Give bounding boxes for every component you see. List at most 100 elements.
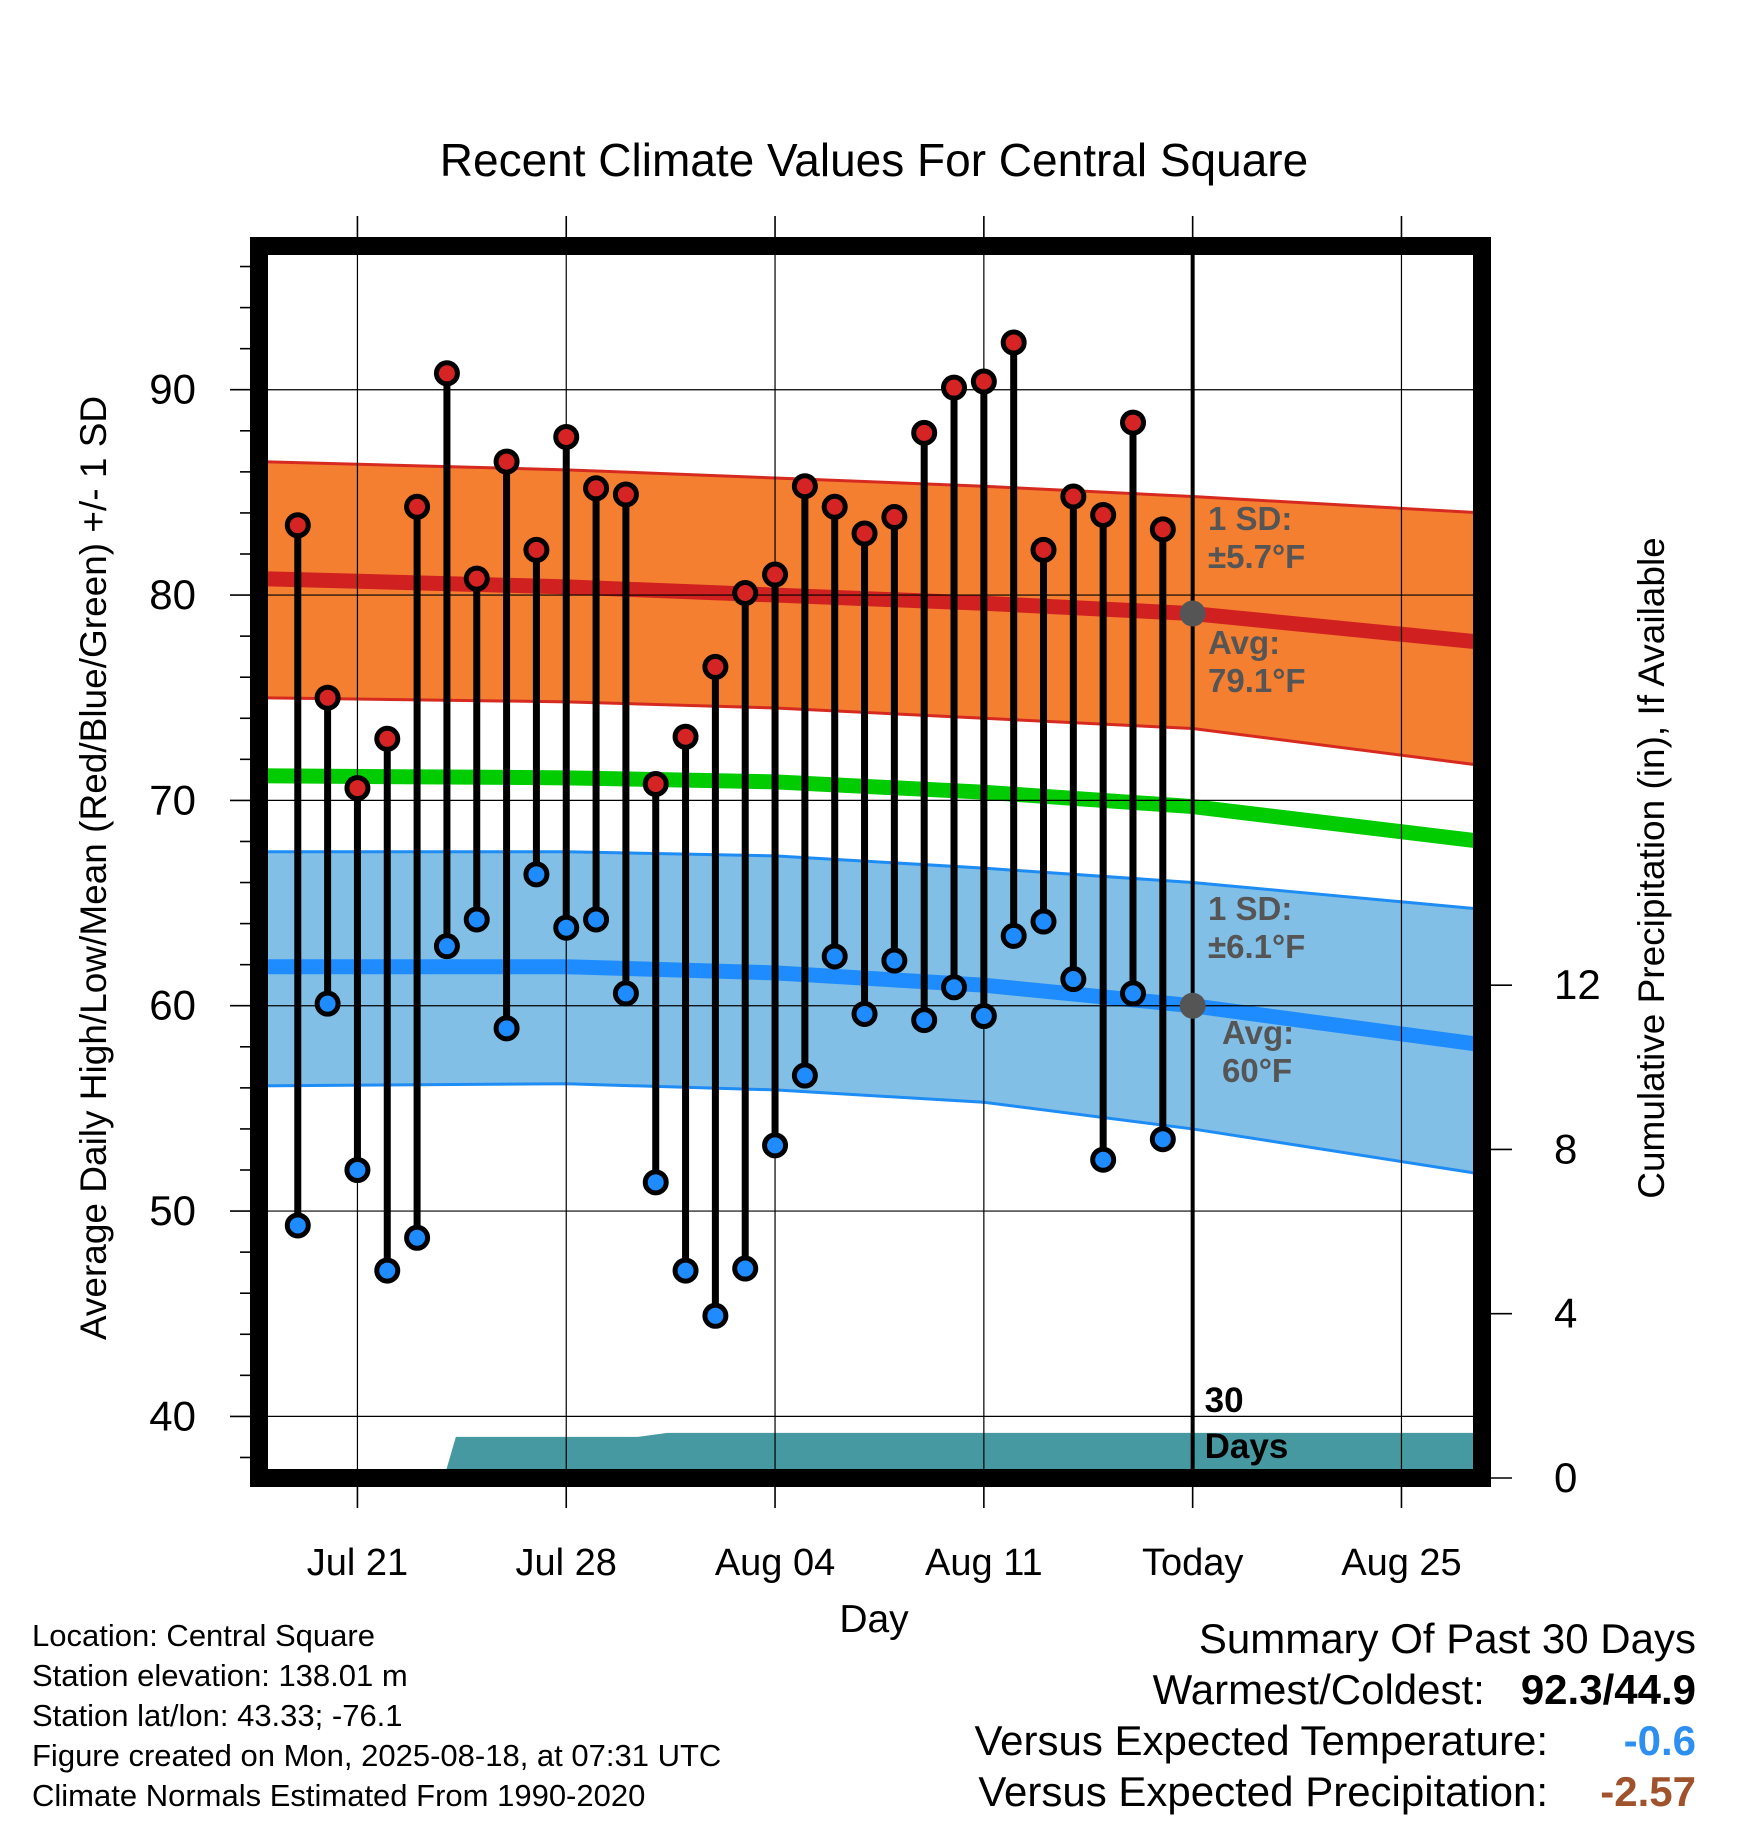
warmest-row: Warmest/Coldest: 92.3/44.9 (974, 1664, 1696, 1715)
x-tick-label: Jul 28 (516, 1542, 617, 1584)
daily-low-point (284, 1212, 311, 1239)
daily-low-point (1060, 966, 1087, 993)
daily-low-point (374, 1257, 401, 1284)
high-sd-annotation-line: 1 SD: (1208, 500, 1292, 537)
high-sd-band (259, 461, 1482, 766)
daily-high-point (821, 493, 848, 520)
daily-low-point (732, 1255, 759, 1282)
today-days-label: 30 (1205, 1381, 1244, 1420)
daily-low-point (702, 1302, 729, 1329)
high-avg-annotation-line: Avg: (1208, 624, 1280, 661)
low-avg-annotation-line: Avg: (1222, 1014, 1294, 1051)
chart-title: Recent Climate Values For Central Square (440, 134, 1308, 186)
daily-high-point (284, 512, 311, 539)
y-tick-label: 90 (149, 366, 196, 413)
daily-high-point (374, 725, 401, 752)
low-band-upper-edge (259, 850, 1483, 911)
daily-high-point (851, 520, 878, 547)
today-days-label: Days (1205, 1427, 1289, 1466)
daily-low-point (1000, 922, 1027, 949)
daily-high-point (433, 360, 460, 387)
daily-high-point (1090, 501, 1117, 528)
mean-normal-line (258, 768, 1483, 849)
today-high-avg-marker (1179, 600, 1206, 627)
daily-high-point (1030, 536, 1057, 563)
high-band-lower-edge (258, 696, 1483, 767)
y2-tick-label: 4 (1554, 1290, 1577, 1337)
x-tick-label: Jul 21 (307, 1542, 408, 1584)
daily-low-point (523, 861, 550, 888)
daily-high-point (1060, 483, 1087, 510)
daily-low-point (344, 1157, 371, 1183)
axes: 40 50 60 70 80 90 0 4 8 12 Jul 21 Jul 28 Aug 04 Aug 1… (149, 216, 1601, 1584)
y-tick-label: 80 (149, 571, 196, 618)
daily-low-point (851, 1000, 878, 1027)
plot-frame (250, 237, 1491, 1487)
location-text: Location: Central Square (32, 1618, 375, 1653)
daily-low-point (1149, 1126, 1176, 1153)
elevation-text: Station elevation: 138.01 m (32, 1658, 408, 1693)
daily-high-point (1149, 516, 1176, 543)
station-info: Location: Central Square Station elevati… (32, 1616, 721, 1816)
summary-panel: Summary Of Past 30 Days Warmest/Coldest:… (974, 1613, 1696, 1817)
daily-low-point (1090, 1146, 1117, 1173)
daily-high-point (523, 536, 550, 563)
temp-value: -0.6 (1623, 1717, 1696, 1764)
daily-high-point (672, 723, 699, 750)
created-text: Figure created on Mon, 2025-08-18, at 07… (32, 1738, 722, 1773)
daily-low-point (762, 1132, 789, 1159)
daily-high-point (941, 374, 968, 401)
y-tick-label: 50 (149, 1187, 196, 1234)
daily-high-point (762, 561, 789, 588)
daily-low-point (672, 1257, 699, 1284)
y-tick-label: 40 (149, 1392, 196, 1439)
precip-row: Versus Expected Precipitation: -2.57 (974, 1766, 1696, 1817)
x-tick-label: Today (1142, 1542, 1243, 1584)
daily-low-point (314, 990, 341, 1017)
y2-tick-label: 0 (1554, 1454, 1577, 1501)
daily-high-point (583, 475, 610, 502)
daily-high-point (881, 504, 908, 531)
today-low-avg-marker (1179, 992, 1206, 1019)
daily-low-point (583, 906, 610, 933)
daily-low-point (553, 914, 580, 941)
daily-high-point (463, 565, 490, 592)
daily-high-point (493, 448, 520, 475)
temp-row: Versus Expected Temperature: -0.6 (974, 1715, 1696, 1766)
precip-value: -2.57 (1600, 1768, 1696, 1815)
daily-high-point (404, 493, 431, 520)
high-avg-annotation-line: 79.1°F (1208, 662, 1306, 699)
daily-high-point (314, 684, 341, 711)
daily-high-point (702, 653, 729, 680)
daily-low-point (612, 980, 639, 1007)
daily-low-point (1119, 980, 1146, 1007)
low-avg-annotation-line: 60°F (1222, 1052, 1292, 1089)
x-tick-label: Aug 04 (715, 1542, 835, 1584)
daily-low-point (881, 947, 908, 974)
temp-label: Versus Expected Temperature: (974, 1717, 1548, 1764)
high-sd-annotation-line: ±5.7°F (1208, 538, 1305, 575)
daily-high-point (970, 368, 997, 395)
high-normal-line (258, 571, 1483, 650)
daily-high-point (791, 473, 818, 500)
latlon-text: Station lat/lon: 43.33; -76.1 (32, 1698, 403, 1733)
low-sd-annotation-line: 1 SD: (1208, 890, 1292, 927)
daily-low-point (463, 906, 490, 933)
y2-tick-label: 12 (1554, 961, 1601, 1008)
daily-low-point (970, 1003, 997, 1029)
daily-high-point (642, 770, 669, 797)
precip-area (259, 1432, 1482, 1478)
y-tick-label: 60 (149, 982, 196, 1029)
normals-text: Climate Normals Estimated From 1990-2020 (32, 1778, 646, 1813)
y-axis-label: Average Daily High/Low/Mean (Red/Blue/Gr… (73, 396, 114, 1340)
daily-low-point (642, 1169, 669, 1196)
x-axis-label: Day (839, 1598, 909, 1641)
x-tick-label: Aug 11 (925, 1542, 1043, 1584)
daily-high-point (344, 775, 371, 802)
y2-axis-label: Cumulative Precipitation (in), If Availa… (1631, 537, 1672, 1199)
daily-high-point (612, 481, 639, 508)
x-tick-label: Aug 25 (1341, 1542, 1461, 1584)
daily-low-point (493, 1015, 520, 1042)
